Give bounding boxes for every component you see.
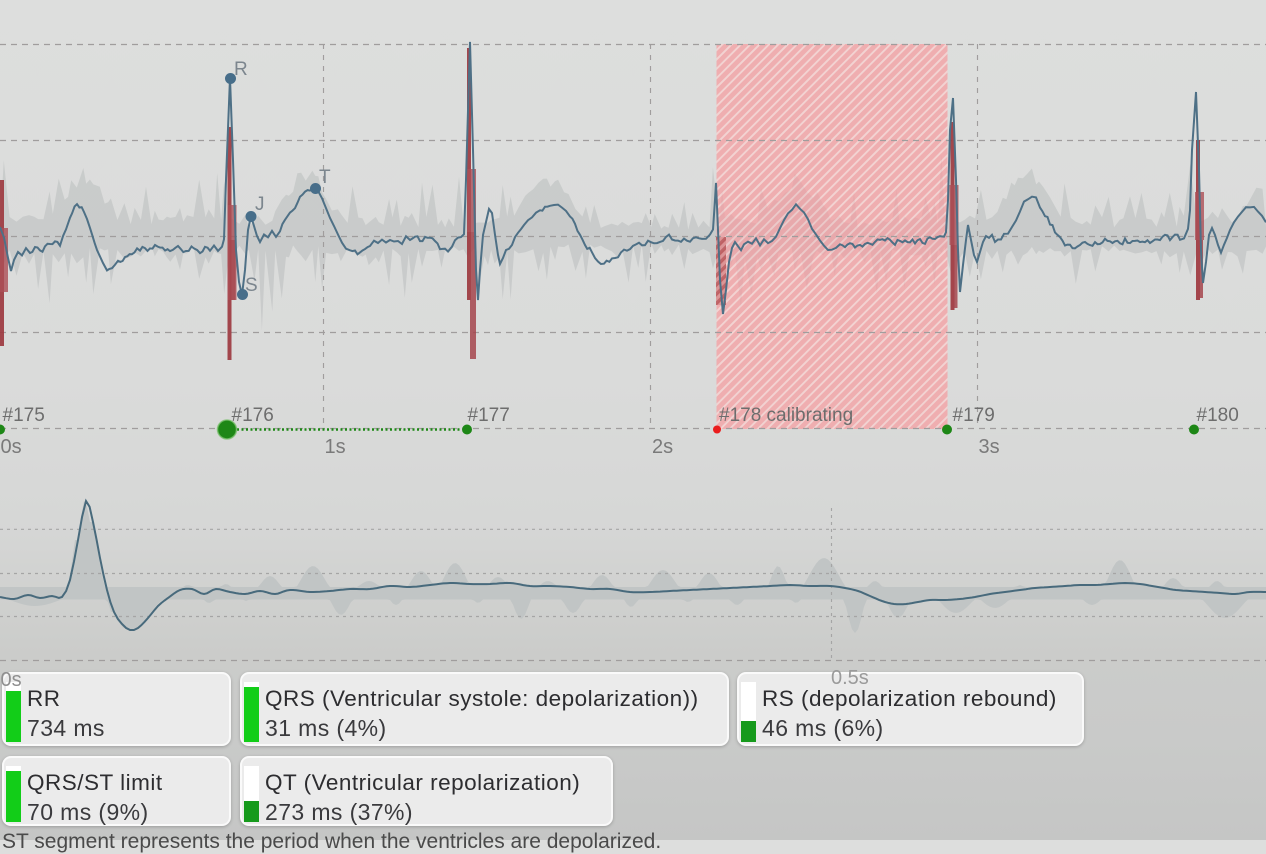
svg-text:0s: 0s <box>1 436 22 458</box>
svg-text:#180: #180 <box>1197 405 1239 426</box>
svg-text:#176: #176 <box>232 405 274 426</box>
svg-text:0.5s: 0.5s <box>831 667 869 689</box>
svg-text:#177: #177 <box>468 405 510 426</box>
svg-text:J: J <box>255 194 265 215</box>
svg-text:S: S <box>245 275 258 296</box>
svg-text:#178 calibrating: #178 calibrating <box>719 405 853 426</box>
svg-text:#175: #175 <box>3 405 45 426</box>
svg-text:0s: 0s <box>1 669 22 691</box>
svg-text:1s: 1s <box>325 436 346 458</box>
svg-text:2s: 2s <box>652 436 673 458</box>
svg-text:3s: 3s <box>979 436 1000 458</box>
svg-text:R: R <box>234 59 248 80</box>
svg-text:T: T <box>319 167 331 188</box>
svg-text:#179: #179 <box>953 405 995 426</box>
